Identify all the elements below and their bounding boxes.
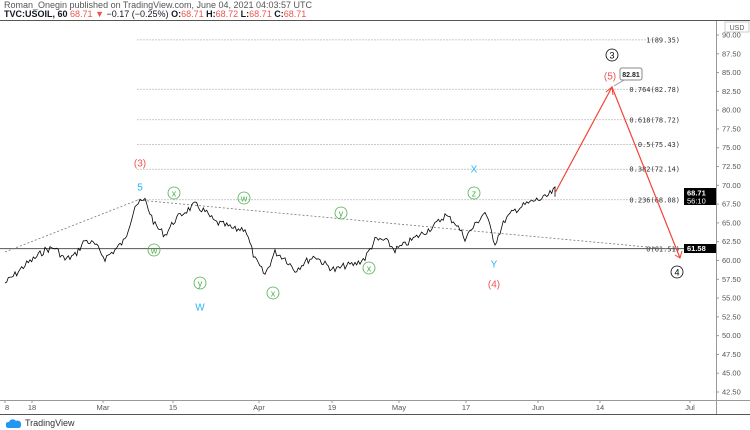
wave-label-w4_red[interactable]: (4): [488, 280, 500, 291]
currency-box[interactable]: USD: [724, 21, 750, 33]
publish-info: Roman_Onegin published on TradingView.co…: [4, 0, 313, 10]
x-tick-label: Apr: [253, 403, 265, 412]
open-label: O:: [171, 9, 182, 19]
wave-label-c4[interactable]: 4: [674, 268, 679, 278]
close-value: 68.71: [283, 9, 307, 19]
x-tick-label: May: [392, 403, 406, 412]
wave-label-z[interactable]: z: [472, 189, 477, 199]
wave-circle: [605, 48, 619, 62]
y-tick-label: 70.00: [722, 181, 741, 190]
y-tick-label: 57.50: [722, 275, 741, 284]
wave-circle: [362, 261, 376, 275]
wave-label-X[interactable]: X: [471, 165, 478, 176]
y-tick-label: 47.50: [722, 350, 741, 359]
current-price-tag: 68.71: [687, 189, 706, 198]
x-tick-label: Mar: [97, 403, 110, 412]
tradingview-cloud-icon: [6, 418, 22, 428]
tradingview-logo[interactable]: TradingView: [6, 418, 75, 428]
bar-countdown: 56:10: [687, 197, 706, 206]
fib-level-label: 0.236(68.08): [629, 196, 680, 204]
low-value: 68.71: [249, 9, 272, 19]
trend-line[interactable]: [4, 199, 681, 253]
wave-label-w2[interactable]: w: [240, 194, 248, 204]
fib-level-label: 0.764(82.78): [629, 86, 680, 94]
change: −0.17 (−0.25%): [106, 9, 169, 19]
y-tick-label: 90.00: [722, 31, 741, 40]
brand-name: TradingView: [25, 418, 75, 428]
level-price-tag: 61.58: [687, 244, 706, 253]
high-label: H:: [206, 9, 216, 19]
y-tick-label: 85.00: [722, 68, 741, 77]
wave-circle: [266, 286, 280, 300]
y-tick-label: 50.00: [722, 331, 741, 340]
y-tick-label: 62.50: [722, 237, 741, 246]
price-tag: 68.71 56:10 61.58: [684, 188, 716, 253]
fib-level-label: 0.618(78.72): [629, 116, 680, 124]
arrow-up-head-icon: [605, 86, 614, 96]
wave-circle: [334, 206, 348, 220]
wave-label-c3[interactable]: 3: [609, 51, 614, 61]
wave-label-w5_red[interactable]: (5): [604, 72, 616, 83]
wave-label-y2[interactable]: y: [339, 209, 344, 219]
wave-label-w5_blue[interactable]: 5: [137, 183, 143, 194]
y-tick-label: 67.50: [722, 200, 741, 209]
wave-label-x2[interactable]: x: [271, 289, 276, 299]
symbol: TVC:USOIL, 60: [4, 9, 68, 19]
close-label: C:: [274, 9, 284, 19]
wave-label-W[interactable]: W: [195, 303, 205, 314]
wave-label-y1[interactable]: y: [198, 279, 203, 289]
wave-circle: [237, 191, 251, 205]
y-tick-label: 52.50: [722, 312, 741, 321]
wave-label-x3[interactable]: x: [367, 264, 372, 274]
y-tick-label: 87.50: [722, 49, 741, 58]
down-arrow-icon: ▼: [95, 9, 104, 19]
y-tick-label: 72.50: [722, 162, 741, 171]
x-tick-label: Jul: [685, 403, 695, 412]
wave-label-w1[interactable]: w: [150, 246, 158, 256]
target-callout[interactable]: 82.81: [613, 67, 643, 87]
wave-labels: (3) 5 x w y Ww x y x Xz Y (4) (5) 3 4: [134, 48, 684, 314]
wave-circle: [147, 243, 161, 257]
wave-label-x1[interactable]: x: [172, 189, 177, 199]
fib-level-label: 0(61.51): [646, 246, 680, 254]
wave-label-w3_red[interactable]: (3): [134, 159, 146, 170]
x-tick-label: Jun: [532, 403, 544, 412]
low-label: L:: [240, 9, 250, 19]
fib-retracement[interactable]: 1(89.35) 0.764(82.78) 0.618(78.72) 0.5(75.4…: [137, 36, 680, 254]
target-value: 82.81: [622, 72, 640, 79]
y-tick-label: 45.00: [722, 369, 741, 378]
time-axis[interactable]: 8 18 Mar 15 Apr 19 May 17 Jun 14 Jul: [4, 400, 695, 412]
fib-level-label: 0.382(72.14): [629, 166, 680, 174]
x-tick-label: 17: [462, 403, 470, 412]
wave-circle: [467, 186, 481, 200]
high-value: 68.72: [215, 9, 239, 19]
x-tick-label: 8: [5, 403, 9, 412]
wave-circle: [167, 186, 181, 200]
x-tick-label: 19: [328, 403, 336, 412]
y-tick-label: 80.00: [722, 106, 741, 115]
x-tick-label: 15: [169, 403, 177, 412]
wave-circle: [193, 276, 207, 290]
x-tick-label: 14: [596, 403, 604, 412]
y-tick-label: 60.00: [722, 256, 741, 265]
symbol-info: TVC:USOIL, 60 68.71 ▼ −0.17 (−0.25%) O:6…: [4, 9, 306, 19]
open-value: 68.71: [181, 9, 204, 19]
last-price: 68.71: [70, 9, 93, 19]
price-axis[interactable]: 90.00 87.50 85.00 82.50 80.00 77.50 75.00 72.50…: [716, 31, 741, 397]
y-tick-label: 75.00: [722, 143, 741, 152]
x-tick-label: 18: [28, 403, 36, 412]
arrow-down-head-icon: [674, 250, 683, 259]
y-tick-label: 82.50: [722, 87, 741, 96]
y-tick-label: 65.00: [722, 218, 741, 227]
price-line: [4, 186, 556, 284]
y-tick-label: 42.50: [722, 388, 741, 397]
y-tick-label: 77.50: [722, 124, 741, 133]
y-tick-label: 55.00: [722, 294, 741, 303]
wave-label-Y[interactable]: Y: [491, 260, 498, 271]
fib-level-label: 0.5(75.43): [638, 141, 680, 149]
fib-level-label: 1(89.35): [646, 36, 680, 44]
currency-label: USD: [730, 25, 745, 32]
wave-circle: [670, 265, 684, 279]
